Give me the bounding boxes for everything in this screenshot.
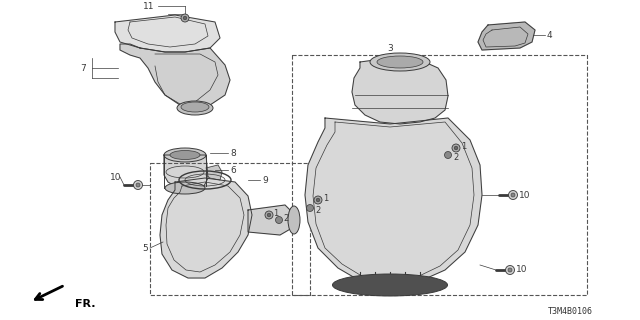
Circle shape (509, 190, 518, 199)
Text: T3M4B0106: T3M4B0106 (547, 308, 593, 316)
Polygon shape (305, 118, 482, 286)
Polygon shape (478, 22, 535, 50)
Circle shape (307, 204, 314, 212)
Ellipse shape (164, 148, 206, 162)
Circle shape (314, 196, 322, 204)
Polygon shape (206, 165, 222, 180)
Text: 1: 1 (273, 209, 278, 218)
Text: 11: 11 (143, 2, 154, 11)
Text: 7: 7 (80, 63, 86, 73)
Circle shape (506, 266, 515, 275)
Text: 2: 2 (453, 153, 458, 162)
Polygon shape (164, 155, 208, 190)
Ellipse shape (165, 182, 205, 194)
Text: 10: 10 (516, 266, 527, 275)
Text: 6: 6 (230, 165, 236, 174)
Text: 3: 3 (387, 44, 393, 52)
Circle shape (134, 180, 143, 189)
Circle shape (268, 213, 271, 217)
Circle shape (511, 193, 515, 197)
Ellipse shape (288, 206, 300, 234)
Polygon shape (352, 58, 448, 124)
Text: 5: 5 (142, 244, 148, 252)
Circle shape (136, 183, 140, 187)
Ellipse shape (377, 56, 423, 68)
Circle shape (454, 146, 458, 150)
Polygon shape (120, 44, 230, 108)
Text: 10: 10 (519, 190, 531, 199)
Text: 2: 2 (315, 205, 320, 214)
Text: 1: 1 (323, 194, 328, 203)
Circle shape (316, 198, 320, 202)
Circle shape (275, 217, 282, 223)
Text: 4: 4 (547, 30, 552, 39)
Circle shape (508, 268, 512, 272)
Text: 2: 2 (283, 213, 288, 222)
Text: 9: 9 (262, 175, 268, 185)
Polygon shape (248, 205, 295, 235)
Circle shape (183, 16, 187, 20)
Circle shape (452, 144, 460, 152)
Text: 8: 8 (230, 148, 236, 157)
Circle shape (181, 14, 189, 22)
Circle shape (265, 211, 273, 219)
Polygon shape (115, 15, 220, 52)
Ellipse shape (370, 53, 430, 71)
Bar (292, 55, 587, 295)
Text: FR.: FR. (75, 299, 95, 309)
Circle shape (445, 151, 451, 158)
Text: 1: 1 (461, 141, 467, 150)
Bar (150, 163, 310, 295)
Ellipse shape (177, 101, 213, 115)
Ellipse shape (170, 150, 200, 159)
Text: 10: 10 (110, 172, 122, 181)
Ellipse shape (181, 102, 209, 112)
Ellipse shape (333, 274, 447, 296)
Polygon shape (160, 178, 252, 278)
